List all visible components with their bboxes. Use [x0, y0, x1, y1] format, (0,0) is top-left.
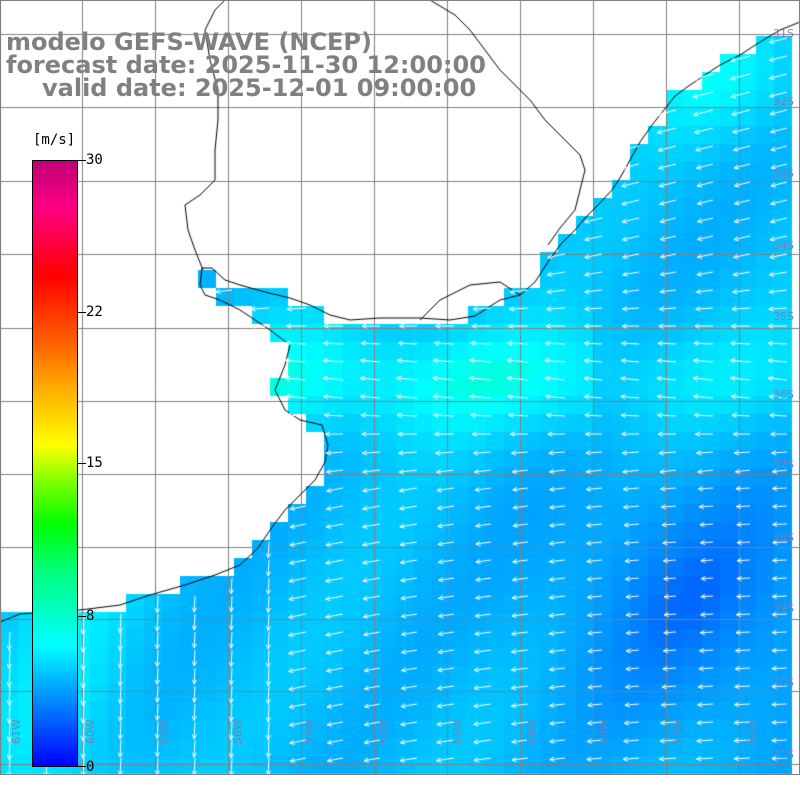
wave-forecast-map — [0, 0, 800, 775]
lat-label: 37S — [773, 458, 794, 471]
lat-label: 36S — [773, 388, 794, 401]
colorbar-tick-label: 15 — [86, 455, 103, 471]
lon-label: 59W — [157, 719, 170, 744]
lon-label: 52W — [672, 719, 685, 744]
colorbar-tick-label: 8 — [86, 608, 95, 624]
map-border — [0, 0, 800, 775]
lat-label: 32S — [773, 95, 794, 108]
colorbar-tick-mark — [78, 463, 86, 464]
colorbar-tick-label: 30 — [86, 152, 103, 168]
lon-label: 53W — [598, 719, 611, 744]
lon-label: 54W — [525, 719, 538, 744]
lat-label: 39S — [773, 602, 794, 615]
colorbar-tick-label: 0 — [86, 759, 95, 775]
wind-speed-field — [0, 0, 800, 775]
lon-label: 55W — [451, 719, 464, 744]
lat-label: 41S — [773, 748, 794, 761]
colorbar — [32, 160, 78, 767]
forecast-date: forecast date: 2025-11-30 12:00:00 — [6, 51, 486, 79]
lat-label: 38S — [773, 531, 794, 544]
colorbar-tick-mark — [78, 616, 86, 617]
lat-label: 31S — [773, 27, 794, 40]
lon-label: 58W — [231, 719, 244, 744]
lat-label: 35S — [773, 310, 794, 323]
colorbar-tick-label: 22 — [86, 304, 103, 320]
lat-label: 40S — [773, 676, 794, 689]
map-overlay — [0, 0, 800, 775]
model-title: modelo GEFS-WAVE (NCEP) — [6, 28, 372, 56]
colorbar-unit: [m/s] — [33, 132, 76, 148]
colorbar-tick-mark — [78, 766, 86, 767]
lon-label: 56W — [378, 719, 391, 744]
lat-label: 33S — [773, 167, 794, 180]
lon-label: 57W — [304, 719, 317, 744]
lon-label: 60W — [84, 719, 97, 744]
valid-date: valid date: 2025-12-01 09:00:00 — [42, 74, 477, 102]
lat-label: 34S — [773, 239, 794, 252]
lon-label: 61W — [10, 719, 23, 744]
colorbar-tick-mark — [78, 312, 86, 313]
colorbar-tick-mark — [78, 160, 86, 161]
lon-label: 51W — [745, 719, 758, 744]
